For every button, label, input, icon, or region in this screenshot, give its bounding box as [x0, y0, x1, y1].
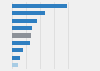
Bar: [12, 4, 67, 8]
Bar: [12, 56, 20, 60]
Bar: [12, 33, 31, 38]
Bar: [12, 11, 45, 15]
Bar: [12, 48, 23, 52]
Bar: [12, 63, 18, 67]
Bar: [12, 26, 32, 30]
Bar: [12, 19, 36, 23]
Bar: [12, 41, 30, 45]
